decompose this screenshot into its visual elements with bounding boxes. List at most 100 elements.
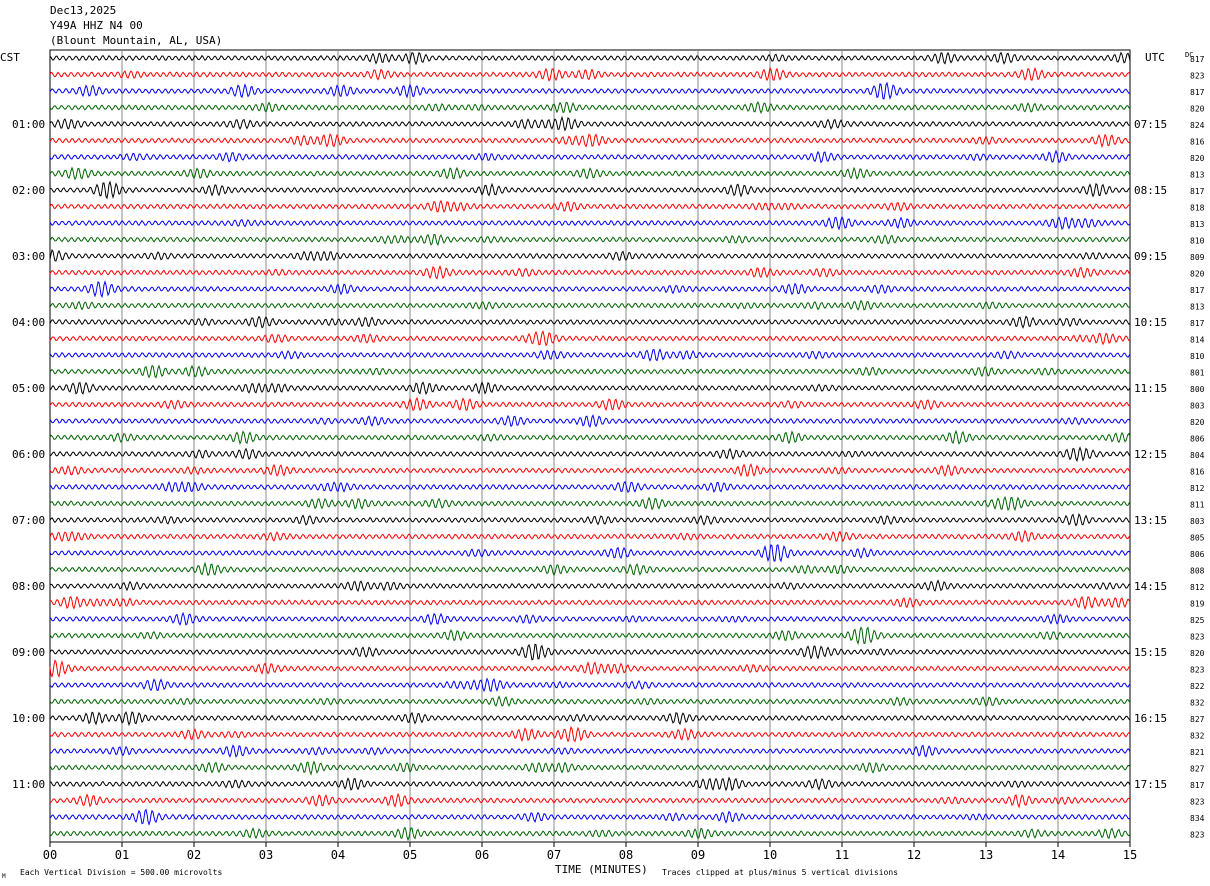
seismic-trace	[49, 364, 1131, 379]
dc-offset-label: 823	[1190, 72, 1205, 81]
seismic-trace	[49, 180, 1131, 200]
seismic-trace	[49, 808, 1131, 826]
right-timezone-label: UTC	[1145, 51, 1165, 64]
seismic-trace	[49, 166, 1131, 181]
seismic-trace	[49, 760, 1131, 776]
x-tick-label: 01	[115, 848, 129, 862]
seismic-trace	[49, 513, 1131, 527]
seismic-trace	[49, 199, 1131, 213]
left-hour-label: 03:00	[12, 250, 45, 263]
x-tick-label: 02	[187, 848, 201, 862]
x-tick-label: 15	[1123, 848, 1137, 862]
seismic-trace	[49, 725, 1131, 743]
x-tick-label: 08	[619, 848, 633, 862]
dc-offset-label: 801	[1190, 369, 1205, 378]
x-tick-label: 03	[259, 848, 273, 862]
station-location: (Blount Mountain, AL, USA)	[50, 34, 223, 47]
dc-offset-label: 810	[1190, 237, 1205, 246]
seismic-trace	[49, 381, 1131, 396]
dc-offset-label: 817	[1190, 319, 1205, 328]
dc-offset-label: 820	[1190, 649, 1205, 658]
dc-offset-label: 832	[1190, 732, 1205, 741]
seismic-trace	[49, 248, 1131, 262]
seismic-trace	[49, 776, 1131, 792]
dc-offset-label: 822	[1190, 682, 1205, 691]
seismic-trace	[49, 544, 1131, 563]
seismic-trace	[49, 429, 1131, 446]
dc-offset-label: 808	[1190, 567, 1205, 576]
dc-offset-label: 809	[1190, 253, 1205, 262]
seismic-trace	[49, 711, 1131, 727]
right-hour-label: 10:15	[1134, 316, 1167, 329]
left-hour-label: 04:00	[12, 316, 45, 329]
seismic-trace	[49, 396, 1131, 412]
dc-offset-label: 812	[1190, 583, 1205, 592]
seismic-trace	[50, 792, 1131, 809]
x-tick-label: 04	[331, 848, 345, 862]
seismic-trace	[49, 480, 1131, 494]
dc-offset-label: 817	[1190, 286, 1205, 295]
corner-mark: M	[2, 873, 6, 880]
right-hour-label: 11:15	[1134, 382, 1167, 395]
x-tick-label: 13	[979, 848, 993, 862]
dc-offset-label: 813	[1190, 220, 1205, 229]
left-hour-label: 11:00	[12, 778, 45, 791]
x-tick-label: 00	[43, 848, 57, 862]
seismic-trace	[50, 595, 1131, 610]
dc-offset-label: 827	[1190, 765, 1205, 774]
dc-offset-label: 810	[1190, 352, 1205, 361]
dc-offset-label: 820	[1190, 105, 1205, 114]
scale-note: Each Vertical Division = 500.00 microvol…	[20, 868, 222, 877]
seismic-trace	[49, 264, 1131, 280]
left-hour-label: 01:00	[12, 118, 45, 131]
dc-offset-label: 806	[1190, 550, 1205, 559]
right-hour-label: 15:15	[1134, 646, 1167, 659]
seismic-trace	[49, 561, 1131, 577]
seismic-trace	[49, 611, 1131, 626]
left-hour-label: 02:00	[12, 184, 45, 197]
right-hour-label: 07:15	[1134, 118, 1167, 131]
seismic-trace	[49, 579, 1131, 593]
x-tick-label: 09	[691, 848, 705, 862]
seismic-trace	[49, 626, 1130, 646]
seismic-trace	[49, 677, 1131, 693]
dc-offset-label: 825	[1190, 616, 1205, 625]
seismic-trace	[49, 215, 1131, 231]
dc-offset-label: 821	[1190, 748, 1205, 757]
seismic-trace	[49, 233, 1131, 246]
x-tick-label: 06	[475, 848, 489, 862]
dc-offset-label: 823	[1190, 831, 1205, 840]
dc-offset-label: 816	[1190, 468, 1205, 477]
seismic-trace	[49, 115, 1130, 132]
seismic-trace	[49, 643, 1131, 661]
x-axis-label: TIME (MINUTES)	[555, 863, 648, 876]
dc-offset-label: 817	[1190, 187, 1205, 196]
right-hour-label: 09:15	[1134, 250, 1167, 263]
right-hour-label: 13:15	[1134, 514, 1167, 527]
dc-offset-label: 824	[1190, 121, 1205, 130]
left-hour-label: 10:00	[12, 712, 45, 725]
dc-offset-label: 823	[1190, 798, 1205, 807]
right-hour-label: 16:15	[1134, 712, 1167, 725]
plot-date: Dec13,2025	[50, 4, 117, 17]
seismic-trace	[49, 51, 1131, 66]
seismic-trace	[49, 414, 1131, 428]
seismic-trace	[49, 659, 1131, 678]
dc-offset-label: 800	[1190, 385, 1205, 394]
dc-offset-label: 823	[1190, 666, 1205, 675]
dc-offset-label: 817	[1190, 781, 1205, 790]
dc-offset-label: 803	[1190, 402, 1205, 411]
seismic-trace	[49, 280, 1131, 299]
dc-offset-label: 812	[1190, 484, 1205, 493]
dc-offset-label: 804	[1190, 451, 1205, 460]
seismic-trace	[49, 463, 1131, 477]
dc-offset-label: 813	[1190, 303, 1205, 312]
seismic-trace	[49, 495, 1131, 512]
left-hour-label: 09:00	[12, 646, 45, 659]
dc-offset-label: 817	[1190, 88, 1205, 97]
x-tick-label: 05	[403, 848, 417, 862]
dc-offset-label: 832	[1190, 699, 1205, 708]
seismic-trace	[49, 66, 1131, 82]
dc-offset-label: 814	[1190, 336, 1205, 345]
dc-offset-label: 823	[1190, 633, 1205, 642]
